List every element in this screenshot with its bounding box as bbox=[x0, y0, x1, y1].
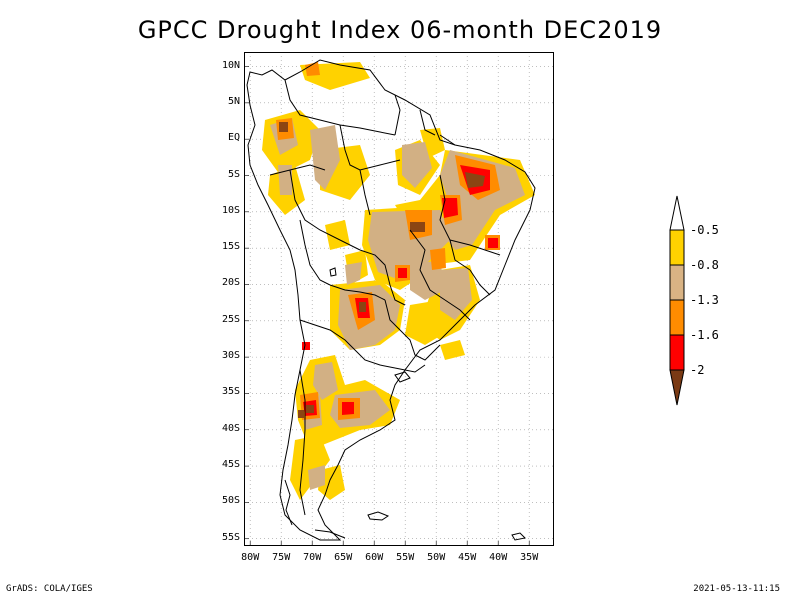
latitude-label: 15S bbox=[221, 241, 240, 253]
footer-timestamp: 2021-05-13-11:15 bbox=[693, 584, 780, 594]
colorbar-swatch-mild bbox=[669, 229, 685, 266]
longitude-label: 50W bbox=[427, 552, 446, 563]
longitude-label: 75W bbox=[272, 552, 291, 563]
longitude-label: 40W bbox=[489, 552, 508, 563]
latitude-label: 20S bbox=[221, 277, 240, 289]
longitude-label: 65W bbox=[334, 552, 353, 563]
longitude-label: 80W bbox=[241, 552, 260, 563]
latitude-label: 5S bbox=[227, 168, 240, 180]
map-frame bbox=[244, 52, 554, 546]
latitude-label: 30S bbox=[221, 350, 240, 362]
longitude-label: 35W bbox=[520, 552, 539, 563]
colorbar-swatch-moderate bbox=[669, 264, 685, 301]
longitude-label: 70W bbox=[303, 552, 322, 563]
drought-level-exceptional bbox=[279, 122, 485, 418]
colorbar-swatch-extreme bbox=[669, 334, 685, 371]
colorbar-label-moderate: -0.8 bbox=[690, 258, 719, 272]
latitude-label: 35S bbox=[221, 386, 240, 398]
latitude-label: 55S bbox=[221, 531, 240, 543]
colorbar-bottom-arrow bbox=[669, 369, 685, 406]
map-title: GPCC Drought Index 06-month DEC2019 bbox=[137, 16, 663, 44]
footer-credit: GrADS: COLA/IGES bbox=[6, 584, 93, 594]
latitude-label: 10S bbox=[221, 204, 240, 216]
colorbar-label-exceptional: -2 bbox=[690, 363, 705, 377]
latitude-label: 10N bbox=[221, 59, 240, 71]
drought-shading bbox=[262, 62, 535, 500]
small-features bbox=[329, 267, 527, 541]
colorbar-swatch-severe bbox=[669, 299, 685, 336]
latitude-label: 45S bbox=[221, 459, 240, 471]
colorbar-top-arrow bbox=[669, 195, 685, 231]
latitude-label: 25S bbox=[221, 313, 240, 325]
longitude-label: 45W bbox=[458, 552, 477, 563]
latitude-label: 50S bbox=[221, 495, 240, 507]
latitude-label: 5N bbox=[227, 95, 240, 107]
latitude-label: 40S bbox=[221, 422, 240, 434]
country-borders bbox=[246, 59, 536, 541]
longitude-label: 55W bbox=[396, 552, 415, 563]
longitude-label: 60W bbox=[365, 552, 384, 563]
colorbar-label-extreme: -1.6 bbox=[690, 328, 719, 342]
colorbar-label-severe: -1.3 bbox=[690, 293, 719, 307]
colorbar-label-mild: -0.5 bbox=[690, 223, 719, 237]
latitude-label: EQ bbox=[227, 132, 240, 144]
